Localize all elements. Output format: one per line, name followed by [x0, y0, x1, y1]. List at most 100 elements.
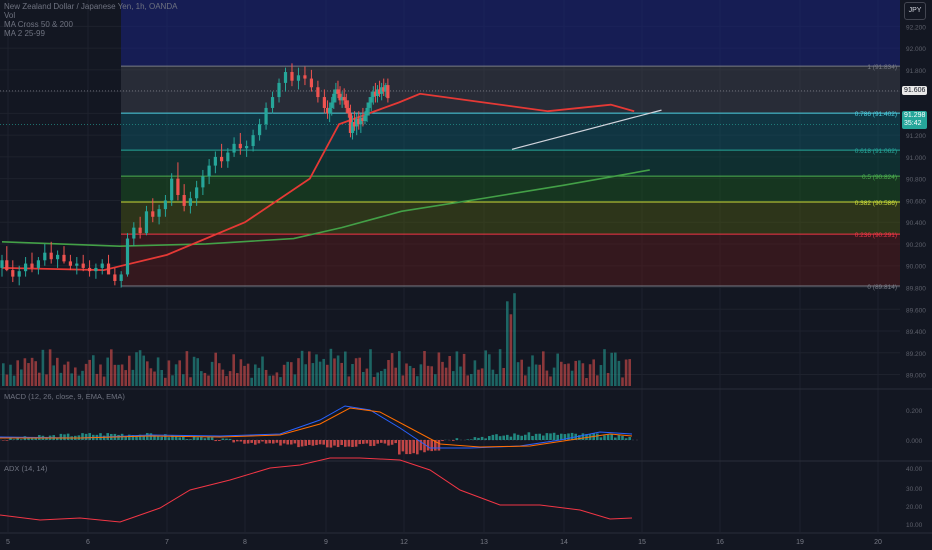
volume-bar — [333, 358, 336, 386]
price-axis: 92.20092.00091.80091.60091.40091.20091.0… — [906, 24, 926, 379]
volume-bar — [171, 375, 174, 386]
macd-hist-bar — [243, 440, 246, 444]
volume-bar — [560, 361, 563, 386]
volume-bar — [23, 358, 27, 386]
volume-bar — [214, 352, 217, 386]
currency-button[interactable]: JPY — [904, 2, 926, 20]
price-tick-label: 90.600 — [906, 198, 926, 205]
volume-bar — [52, 365, 55, 386]
macd-hist-bar — [581, 433, 585, 440]
macd-hist-bar — [192, 435, 196, 440]
price-tick-label: 89.200 — [906, 351, 926, 358]
macd-hist-bar — [329, 440, 333, 448]
macd-hist-bar — [380, 440, 383, 443]
macd-hist-bar — [236, 440, 239, 442]
macd-hist-bar — [308, 440, 311, 445]
volume-bar — [239, 359, 243, 386]
time-tick-label: 12 — [400, 539, 408, 546]
volume-bar — [225, 376, 228, 386]
candle-body — [232, 143, 236, 153]
volume-bar — [549, 376, 552, 386]
volume-bar — [344, 351, 347, 386]
candle-body — [24, 263, 28, 272]
volume-bar — [257, 367, 261, 386]
volume-bar — [117, 364, 120, 386]
volume-bar — [41, 349, 45, 386]
volume-bar — [621, 377, 624, 386]
volume-bar — [77, 375, 81, 386]
candle-body — [257, 124, 262, 136]
candle-body — [87, 267, 92, 272]
candle-body — [207, 165, 211, 177]
macd-hist-bar — [9, 437, 12, 440]
macd-hist-bar — [164, 434, 167, 440]
candle-body — [213, 156, 217, 166]
volume-bar — [452, 371, 455, 386]
macd-hist-bar — [160, 436, 163, 440]
macd-hist-bar — [156, 436, 160, 440]
macd-hist-bar — [617, 434, 621, 440]
macd-hist-bar — [128, 434, 131, 440]
volume-bar — [524, 375, 527, 386]
candle-body — [220, 156, 224, 162]
volume-bar — [236, 373, 239, 386]
time-tick-label: 19 — [796, 539, 804, 546]
fib-level-label: 0.382 (90.586) — [855, 200, 897, 207]
candle-body — [342, 97, 346, 101]
candle-body — [290, 72, 294, 81]
volume-bar — [146, 361, 149, 386]
volume-bar — [210, 361, 214, 386]
volume-bar — [167, 360, 171, 386]
volume-bar — [466, 375, 469, 386]
candle-body — [68, 261, 72, 266]
macd-hist-bar — [318, 440, 322, 445]
fib-zone — [121, 201, 900, 235]
volume-bar — [365, 368, 369, 386]
macd-hist-bar — [455, 438, 459, 440]
volume-bar — [416, 376, 419, 386]
macd-hist-bar — [570, 432, 574, 440]
volume-bar — [362, 371, 365, 386]
candle-body — [56, 254, 60, 260]
candle-body — [386, 85, 390, 99]
volume-bar — [610, 352, 613, 386]
macd-hist-bar — [516, 434, 520, 440]
high-line-price-tag: 91.606 — [902, 86, 928, 95]
macd-hist-bar — [300, 440, 304, 447]
volume-bar — [581, 363, 585, 386]
volume-bar — [603, 349, 606, 386]
volume-bar — [2, 363, 5, 386]
volume-bar — [243, 365, 246, 386]
candle-body — [176, 178, 180, 195]
signal-line — [0, 407, 633, 448]
candle-body — [125, 238, 130, 275]
volume-bar — [441, 361, 444, 386]
volume-bar — [27, 363, 30, 386]
volume-bar — [484, 350, 487, 386]
volume-bar — [66, 361, 70, 386]
macd-hist-bar — [491, 434, 495, 440]
candle-body — [336, 89, 340, 94]
macd-hist-bar — [297, 440, 300, 448]
volume-bar — [135, 352, 138, 386]
candle-body — [251, 135, 255, 147]
volume-bar — [527, 366, 531, 386]
macd-hist-bar — [578, 435, 581, 440]
macd-hist-bar — [347, 440, 351, 447]
macd-hist-bar — [430, 440, 433, 452]
candle-body — [245, 146, 249, 149]
fib-zone — [121, 150, 900, 177]
candle-body — [380, 87, 384, 94]
volume-bar — [506, 301, 509, 386]
macd-hist-bar — [12, 439, 16, 440]
price-tick-label: 89.800 — [906, 286, 926, 293]
price-tick-label: 90.800 — [906, 177, 926, 184]
volume-bar — [70, 373, 73, 386]
volume-bar — [419, 364, 423, 386]
macd-hist-bar — [434, 440, 437, 451]
volume-bar — [405, 363, 408, 386]
volume-bar — [578, 360, 581, 386]
macd-hist-bar — [412, 440, 415, 454]
macd-legend: MACD (12, 26, close, 9, EMA, EMA) — [4, 392, 125, 401]
